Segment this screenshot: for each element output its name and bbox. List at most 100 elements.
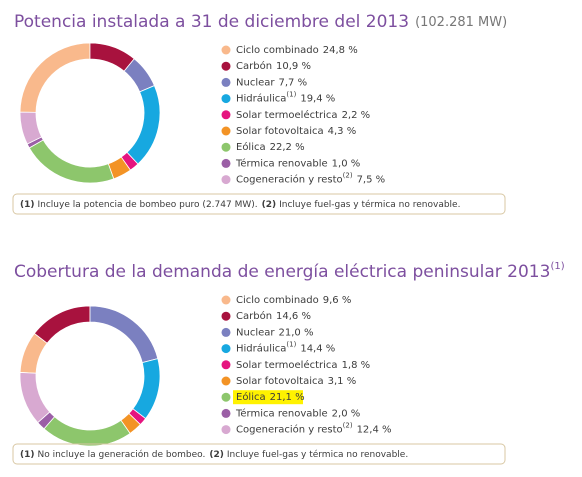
legend-value: 1,8 % <box>342 360 371 371</box>
legend-value: 22,2 % <box>270 142 305 153</box>
legend-category: Hidráulica <box>236 343 286 355</box>
legend-label: Eólica 21,1 % <box>236 391 305 403</box>
footnote-text: No incluye la generación de bombeo. <box>38 449 206 460</box>
footnote: (1) No incluye la generación de bombeo. (2… <box>20 449 408 460</box>
footnote-text: Incluye fuel-gas y térmica no renovable. <box>279 199 460 210</box>
legend-marker <box>221 77 231 87</box>
donut-slice <box>132 358 161 420</box>
legend-label: Ciclo combinado 24,8 % <box>236 45 358 56</box>
legend-value: 7,5 % <box>357 175 386 186</box>
highlight <box>233 390 303 405</box>
legend-marker <box>221 360 231 370</box>
legend-note: (2) <box>343 172 353 180</box>
legend-label: Solar fotovoltaica 3,1 % <box>236 376 356 387</box>
legend-value: 4,3 % <box>328 126 357 137</box>
legend-value: 14,4 % <box>300 344 335 355</box>
legend-note: (2) <box>343 422 353 430</box>
footnote-text: Incluye la potencia de bombeo puro (2.74… <box>38 200 258 210</box>
chart-title: Cobertura de la demanda de energía eléct… <box>14 261 565 282</box>
legend-category: Solar fotovoltaica <box>236 126 324 137</box>
legend-value: 14,6 % <box>276 311 311 322</box>
footnote-mark: (2) <box>209 450 224 460</box>
legend-category: Solar termoeléctrica <box>236 109 338 121</box>
footnote-mark: (1) <box>20 450 35 460</box>
legend-marker <box>221 376 231 386</box>
legend-marker <box>221 158 231 168</box>
legend-category: Eólica <box>236 141 266 153</box>
chart-title: Potencia instalada a 31 de diciembre del… <box>14 12 507 32</box>
legend-marker <box>221 344 231 354</box>
legend-value: 21,1 % <box>270 392 305 403</box>
donut-slice <box>28 139 115 184</box>
footnote: (1) Incluye la potencia de bombeo puro (2… <box>20 199 460 210</box>
legend-label: Carbón 10,9 % <box>236 60 311 72</box>
legend-marker <box>221 392 231 402</box>
legend-label: Nuclear 7,7 % <box>236 77 307 88</box>
legend-value: 2,2 % <box>342 110 371 121</box>
legend-value: 7,7 % <box>279 77 308 88</box>
title-text: Potencia instalada a 31 de diciembre del… <box>14 12 409 32</box>
legend-category: Eólica <box>236 391 266 403</box>
legend-note: (1) <box>286 91 296 99</box>
legend-label: Ciclo combinado 9,6 % <box>236 295 351 306</box>
legend-value: 21,0 % <box>279 327 314 338</box>
legend-value: 24,8 % <box>323 45 358 56</box>
legend-note: (1) <box>286 341 296 349</box>
legend-label: Carbón 14,6 % <box>236 310 311 322</box>
legend-marker <box>221 61 231 71</box>
donut-slice <box>126 85 161 165</box>
footnote-text: Incluye fuel-gas y térmica no renovable. <box>227 449 408 460</box>
legend-marker <box>221 311 231 321</box>
donut-slice <box>89 305 159 364</box>
legend-category: Nuclear <box>236 77 275 88</box>
legend-marker <box>221 94 231 104</box>
legend-label: Cogeneración y resto(2) 7,5 % <box>236 172 385 186</box>
legend-label: Solar termoeléctrica 2,2 % <box>236 109 370 121</box>
footnote-mark: (1) <box>20 200 35 210</box>
legend-marker <box>221 175 231 185</box>
legend-value: 2,0 % <box>332 408 361 419</box>
legend-value: 3,1 % <box>328 376 357 387</box>
legend-category: Térmica renovable <box>235 407 328 419</box>
legend-marker <box>221 295 231 305</box>
footnote-box <box>12 193 506 215</box>
donut-slice <box>19 42 91 113</box>
legend-label: Solar termoeléctrica 1,8 % <box>236 359 370 371</box>
legend-label: Térmica renovable 1,0 % <box>235 157 360 169</box>
donut-slice <box>33 305 91 344</box>
legend-value: 10,9 % <box>276 61 311 72</box>
legend-value: 19,4 % <box>300 94 335 105</box>
legend-category: Solar termoeléctrica <box>236 359 338 371</box>
legend-label: Eólica 22,2 % <box>236 141 305 153</box>
legend-value: 9,6 % <box>323 295 352 306</box>
legend-category: Carbón <box>236 310 272 322</box>
legend-label: Hidráulica(1) 14,4 % <box>236 341 335 355</box>
legend-category: Térmica renovable <box>235 157 328 169</box>
legend-label: Hidráulica(1) 19,4 % <box>236 91 335 105</box>
footnote-box <box>12 443 506 465</box>
legend-value: 1,0 % <box>332 158 361 169</box>
subtitle: (102.281 MW) <box>415 15 507 30</box>
legend-marker <box>221 126 231 136</box>
legend-marker <box>221 327 231 337</box>
legend-category: Solar fotovoltaica <box>236 376 324 387</box>
legend-value: 12,4 % <box>357 425 392 436</box>
footnote-mark: (2) <box>262 200 277 210</box>
legend-category: Nuclear <box>236 327 275 338</box>
legend-category: Carbón <box>236 60 272 72</box>
legend-label: Nuclear 21,0 % <box>236 327 313 338</box>
legend-marker <box>221 45 231 55</box>
donut-slice <box>43 416 131 447</box>
legend-label: Térmica renovable 2,0 % <box>235 407 360 419</box>
legend-category: Ciclo combinado <box>236 45 319 56</box>
donut-slice <box>19 111 43 145</box>
legend-label: Cogeneración y resto(2) 12,4 % <box>236 422 392 436</box>
legend-label: Solar fotovoltaica 4,3 % <box>236 126 356 137</box>
donut-slice <box>19 372 51 424</box>
legend-category: Cogeneración y resto <box>236 174 343 186</box>
legend-marker <box>221 408 231 418</box>
legend-marker <box>221 142 231 152</box>
legend-category: Cogeneración y resto <box>236 424 343 436</box>
legend-marker <box>221 110 231 120</box>
